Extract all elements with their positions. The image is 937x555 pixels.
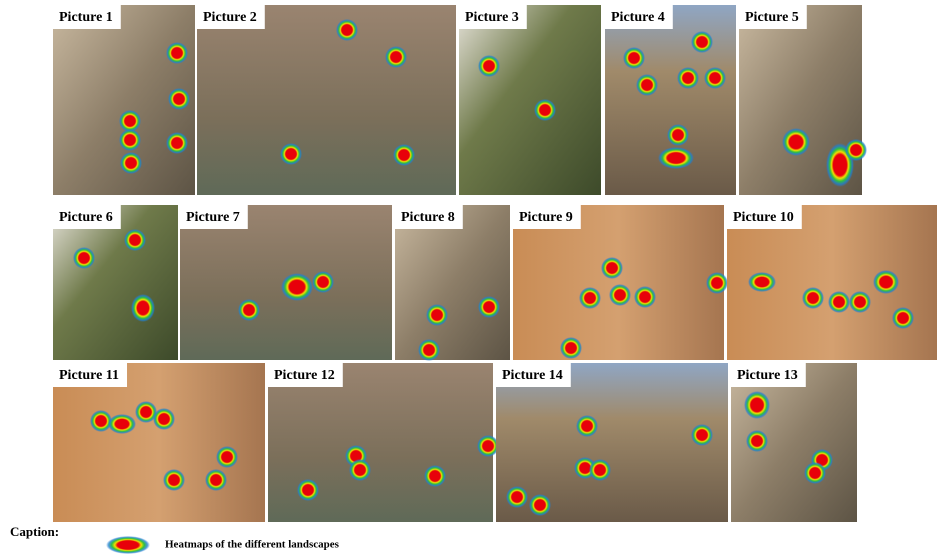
picture-label: Picture 7 (186, 210, 240, 225)
heatmap-spot (828, 291, 850, 313)
heatmap-spot (349, 459, 371, 481)
photo (459, 5, 601, 195)
heatmap-spot (636, 74, 658, 96)
heatmap-spot (667, 124, 689, 146)
photo (197, 5, 456, 195)
picture-label: Picture 8 (401, 210, 455, 225)
heatmap-spot (782, 128, 810, 156)
heatmap-spot (845, 139, 867, 161)
heatmap-spot (119, 129, 141, 151)
heatmap-spot (704, 67, 726, 89)
heatmap-spot (623, 47, 645, 69)
heatmap-spot (418, 339, 440, 361)
heatmap-spot (748, 272, 776, 292)
picture-label: Picture 9 (519, 210, 573, 225)
heatmap-spot (534, 99, 556, 121)
heatmap-spot (73, 247, 95, 269)
heatmap-spot (576, 415, 598, 437)
heatmap-spot (609, 284, 631, 306)
picture-panel: Picture 5 (739, 5, 867, 195)
heatmap-spot (336, 19, 358, 41)
heatmap-spot (746, 430, 768, 452)
heatmap-spot (280, 143, 302, 165)
heatmap-spot (131, 294, 155, 322)
heatmap-spot (706, 272, 728, 294)
heatmap-spot (691, 31, 713, 53)
heatmap-spot (238, 299, 260, 321)
caption-heading: Caption: (10, 524, 59, 539)
heatmap-spot (120, 152, 142, 174)
picture-label: Picture 5 (745, 10, 799, 25)
picture-panel: Picture 14 (496, 363, 728, 522)
heatmap-spot (478, 55, 500, 77)
heatmap-spot (297, 479, 319, 501)
picture-panel: Picture 10 (727, 205, 937, 360)
heatmap-spot (393, 144, 415, 166)
heatmap-spot (205, 469, 227, 491)
heatmap-spot (691, 424, 713, 446)
picture-panel: Picture 4 (605, 5, 736, 195)
heatmap-spot (892, 307, 914, 329)
page: Caption: Heatmaps of the different lands… (0, 0, 937, 555)
picture-label: Picture 14 (502, 368, 563, 383)
picture-panel: Picture 9 (513, 205, 728, 360)
heatmap-spot (634, 286, 656, 308)
heatmap-spot (424, 465, 446, 487)
heatmap-spot (281, 273, 313, 301)
picture-panel: Picture 11 (53, 363, 265, 522)
heatmap-spot (119, 110, 141, 132)
heatmap-spot (166, 132, 188, 154)
picture-label: Picture 2 (203, 10, 257, 25)
picture-panel: Picture 6 (53, 205, 178, 360)
heatmap-spot (385, 46, 407, 68)
picture-label: Picture 11 (59, 368, 119, 383)
heatmap-spot (744, 391, 770, 419)
picture-label: Picture 6 (59, 210, 113, 225)
picture-label: Picture 10 (733, 210, 794, 225)
picture-label: Picture 4 (611, 10, 665, 25)
heatmap-spot (478, 296, 500, 318)
heatmap-spot (658, 147, 694, 169)
heatmap-spot (108, 414, 136, 434)
figure: Caption: Heatmaps of the different lands… (0, 0, 937, 555)
caption-text: Heatmaps of the different landscapes (165, 539, 340, 551)
picture-label: Picture 1 (59, 10, 113, 25)
heatmap-spot (804, 462, 826, 484)
heatmap-spot (873, 270, 899, 294)
picture-panel: Picture 7 (180, 205, 392, 360)
picture-panel: Picture 13 (731, 363, 857, 522)
heatmap-spot (529, 494, 551, 516)
legend-heatmap-icon (106, 536, 150, 554)
heatmap-spot (426, 304, 448, 326)
heatmap-spot (506, 486, 528, 508)
heatmap-spot (601, 257, 623, 279)
picture-panel: Picture 1 (53, 5, 195, 195)
heatmap-spot (168, 88, 190, 110)
picture-panel: Picture 8 (395, 205, 510, 361)
heatmap-spot (677, 67, 699, 89)
heatmap-spot (589, 459, 611, 481)
picture-panel: Picture 12 (268, 363, 499, 522)
heatmap-spot (216, 446, 238, 468)
heatmap-spot (166, 42, 188, 64)
heatmap-spot (124, 229, 146, 251)
picture-label: Picture 12 (274, 368, 335, 383)
picture-panel: Picture 3 (459, 5, 601, 195)
picture-label: Picture 3 (465, 10, 519, 25)
picture-panel: Picture 2 (197, 5, 456, 195)
heatmap-spot (477, 435, 499, 457)
heatmap-spot (579, 287, 601, 309)
heatmap-spot (312, 271, 334, 293)
heatmap-spot (849, 291, 871, 313)
heatmap-spot (163, 469, 185, 491)
heatmap-spot (802, 287, 824, 309)
picture-label: Picture 13 (737, 368, 798, 383)
heatmap-spot (560, 337, 582, 359)
heatmap-spot (153, 408, 175, 430)
